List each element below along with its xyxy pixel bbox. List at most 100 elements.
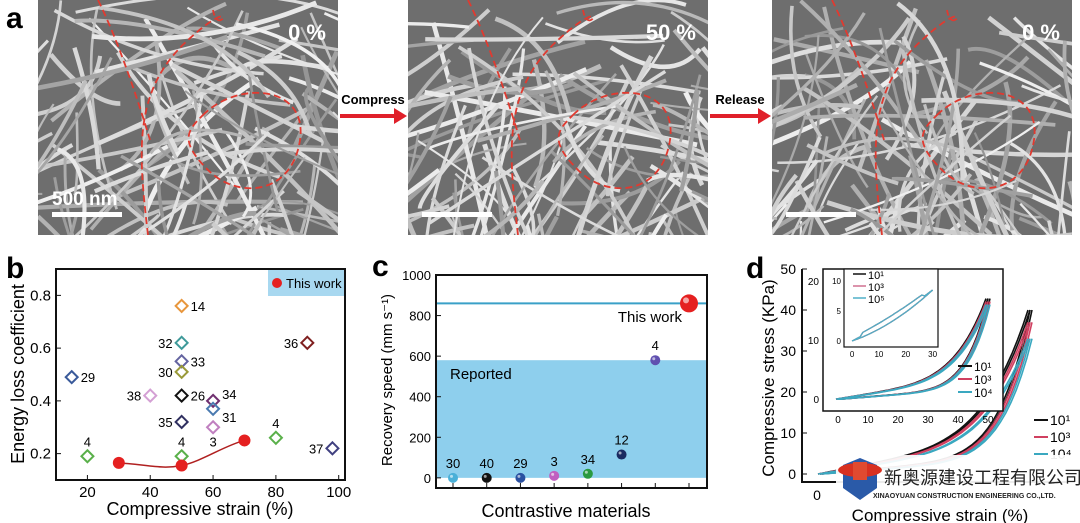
logo-block-icon (853, 462, 867, 480)
nanofiber (652, 102, 708, 136)
data-point-label: 33 (191, 354, 205, 369)
inset-y-tick-label: 0 (813, 395, 819, 406)
nanofiber (304, 86, 338, 164)
nanofiber (254, 126, 338, 186)
fiber-outline-dashed (187, 91, 302, 190)
x-tick-label: 60 (205, 484, 222, 501)
nanofiber (98, 5, 271, 99)
inset2-legend-label: 10⁵ (868, 294, 885, 306)
reported-band (436, 360, 707, 478)
nanofiber (146, 73, 180, 153)
nanofiber (38, 80, 88, 169)
panel-label-a: a (6, 2, 23, 35)
nanofiber (979, 61, 1072, 107)
data-point-label: 30 (158, 365, 172, 380)
nanofiber (556, 0, 708, 25)
nanofiber (249, 156, 306, 235)
nanofiber (38, 214, 61, 235)
inset2-legend-label: 10³ (868, 282, 884, 294)
nanofiber (38, 34, 229, 91)
data-point-label: 3 (209, 434, 216, 449)
nanofiber (891, 176, 1033, 198)
nanofiber (483, 179, 545, 235)
panel-c-chart: c Reported This work 0 200 400 600 800 1000 30 40 2… (372, 250, 708, 521)
nanofiber (916, 55, 1030, 116)
nanofiber (109, 105, 311, 202)
nanofiber (572, 71, 708, 168)
nanofiber (237, 50, 313, 137)
nanofiber (623, 145, 699, 235)
y-axis-label: Recovery speed (mm s⁻¹) (379, 294, 396, 466)
sphere-highlight (450, 474, 453, 478)
legend-label: 10¹ (1050, 412, 1071, 428)
nanofiber (910, 172, 973, 235)
scale-bar-label: 500 nm (52, 189, 117, 210)
nanofiber (973, 132, 1006, 226)
nanofiber (772, 102, 862, 117)
inset2-loading-curve (851, 289, 933, 342)
sem-image-2 (772, 0, 1072, 235)
sphere-highlight (652, 357, 656, 361)
sphere-highlight (551, 472, 555, 476)
nanofiber (91, 0, 318, 42)
data-point-label: 29 (513, 456, 527, 471)
nanofiber (869, 192, 892, 235)
nanofiber (880, 117, 1072, 217)
nanofiber (233, 189, 285, 235)
y-tick-label: 1000 (402, 268, 431, 283)
panel-label-b: b (6, 252, 24, 285)
nanofiber (408, 132, 420, 185)
data-point-label: 4 (84, 434, 91, 449)
data-point-label: 32 (158, 336, 172, 351)
y-tick-label: 400 (409, 390, 431, 405)
watermark-name-en: XINAOYUAN CONSTRUCTION ENGINEERING CO.,L… (873, 493, 1056, 500)
data-point-diamond (205, 393, 221, 409)
nanofiber (605, 82, 646, 197)
y-tick-label: 0 (788, 466, 796, 482)
legend-label: This work (286, 276, 342, 291)
nanofiber (934, 178, 1053, 225)
nanofiber (586, 190, 632, 235)
legend-marker (272, 278, 282, 288)
inset-legend-label: 10³ (974, 373, 991, 387)
nanofiber (650, 101, 708, 111)
nanofiber (679, 89, 700, 192)
nanofiber (531, 59, 547, 188)
data-point-label: 4 (652, 338, 659, 353)
nanofiber (870, 179, 1017, 211)
nanofiber (120, 154, 256, 235)
nanofiber (670, 10, 708, 42)
inset2-y-tick-label: 0 (837, 337, 842, 346)
nanofiber (452, 192, 464, 235)
sphere-highlight (584, 470, 588, 474)
this-work-point (112, 456, 125, 469)
nanofiber (170, 62, 324, 144)
data-point-label: 34 (222, 387, 236, 402)
strain-label: 0 % (288, 20, 326, 45)
sem-image-1 (408, 0, 708, 235)
y-tick-label: 0.2 (30, 446, 51, 463)
data-point-diamond (205, 401, 221, 417)
nanofiber (156, 180, 169, 235)
nanofiber (74, 18, 266, 59)
nanofiber (288, 76, 338, 100)
nanofiber (977, 81, 1013, 235)
nanofiber (224, 147, 338, 157)
nanofiber (1057, 131, 1071, 235)
inset2-y-tick-label: 10 (832, 277, 841, 286)
nanofiber (772, 203, 788, 223)
this-work-point (175, 459, 188, 472)
nanofiber (661, 218, 674, 235)
nanofiber (772, 77, 780, 149)
nanofiber (479, 48, 526, 235)
nanofiber (998, 30, 1072, 46)
nanofiber (772, 207, 810, 233)
data-point-label: 38 (127, 389, 141, 404)
data-point-label: 4 (178, 434, 185, 449)
nanofiber (921, 97, 1072, 119)
data-point-diamond (205, 419, 221, 435)
inset-x-tick-label: 10 (862, 415, 874, 426)
arrow-label: Compress (341, 92, 405, 107)
nanofiber (803, 113, 1056, 127)
nanofiber (491, 73, 617, 235)
